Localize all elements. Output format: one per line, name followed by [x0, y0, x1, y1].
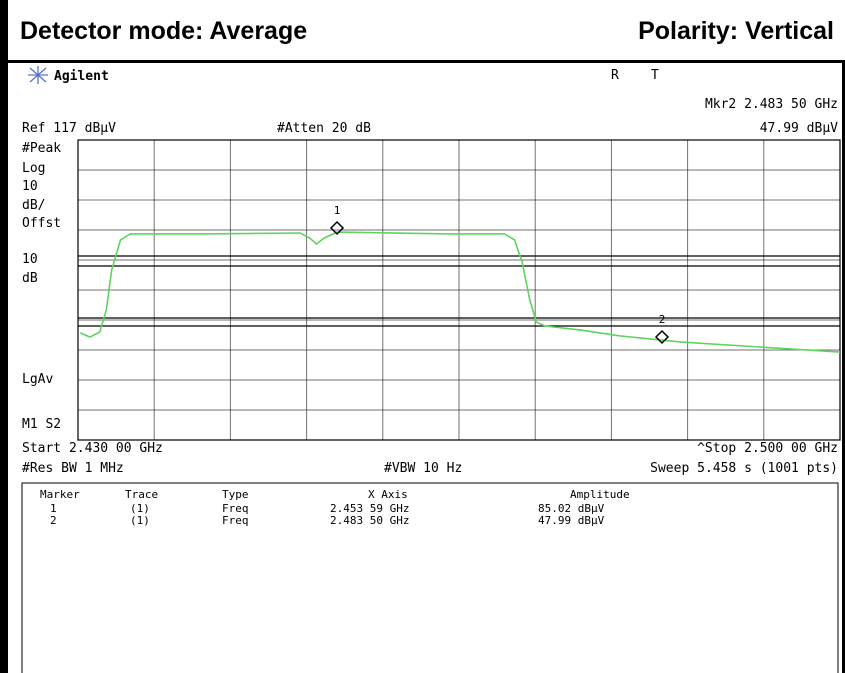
left-label: 10	[22, 252, 38, 267]
left-label: Offst	[22, 216, 61, 231]
left-label: #Peak	[22, 141, 61, 156]
column-header: Trace	[125, 488, 158, 501]
polarity: Polarity: Vertical	[638, 17, 834, 45]
column-header: Type	[222, 488, 249, 501]
status-r: R	[611, 68, 619, 83]
table-cell: 2.483 50 GHz	[330, 514, 409, 527]
start-freq: Start 2.430 00 GHz	[22, 441, 163, 456]
detector-mode: Detector mode: Average	[20, 17, 307, 45]
res-bw: #Res BW 1 MHz	[22, 461, 124, 476]
left-label: Log	[22, 161, 45, 176]
marker-table-text: Marker Trace Type X Axis Amplitude 1 (1) Freq 2.…	[40, 488, 630, 527]
table-cell: 2.453 59 GHz	[330, 502, 409, 515]
table-cell: (1)	[130, 502, 150, 515]
left-border	[0, 0, 8, 673]
marker-amp: 47.99 dBµV	[760, 121, 838, 136]
left-label: dB/	[22, 198, 45, 213]
table-cell: 85.02 dBµV	[538, 502, 605, 515]
marker-tag: 1	[334, 204, 341, 217]
brand: Agilent	[54, 69, 109, 84]
trace	[79, 231, 841, 353]
column-header: Amplitude	[570, 488, 630, 501]
marker-diamond	[654, 329, 670, 345]
table-cell: 1	[50, 502, 57, 515]
table-cell: Freq	[222, 502, 249, 515]
left-label: dB	[22, 271, 38, 286]
atten: #Atten 20 dB	[277, 121, 371, 136]
marker-freq: Mkr2 2.483 50 GHz	[705, 97, 838, 112]
column-header: X Axis	[368, 488, 408, 501]
column-header: Marker	[40, 488, 80, 501]
ref-level: Ref 117 dBµV	[22, 121, 116, 136]
marker-diamond	[329, 220, 345, 236]
logo	[28, 66, 48, 84]
right-border	[842, 60, 845, 673]
left-label: 10	[22, 179, 38, 194]
table-cell: 47.99 dBµV	[538, 514, 605, 527]
left-labels: #Peak Log 10 dB/Offst 10 dB LgAv M1 S2	[22, 141, 61, 432]
display-lines	[78, 255, 840, 327]
status-t: T	[651, 68, 659, 83]
vbw: #VBW 10 Hz	[384, 461, 462, 476]
grid	[77, 139, 841, 441]
left-label: M1 S2	[22, 417, 61, 432]
marker-table	[21, 482, 839, 673]
table-cell: Freq	[222, 514, 249, 527]
table-cell: 2	[50, 514, 57, 527]
left-label: LgAv	[22, 372, 53, 387]
sweep: Sweep 5.458 s (1001 pts)	[650, 461, 838, 476]
header-rule	[8, 60, 845, 63]
table-cell: (1)	[130, 514, 150, 527]
marker-tag: 2	[659, 313, 666, 326]
stop-freq: ^Stop 2.500 00 GHz	[697, 441, 838, 456]
